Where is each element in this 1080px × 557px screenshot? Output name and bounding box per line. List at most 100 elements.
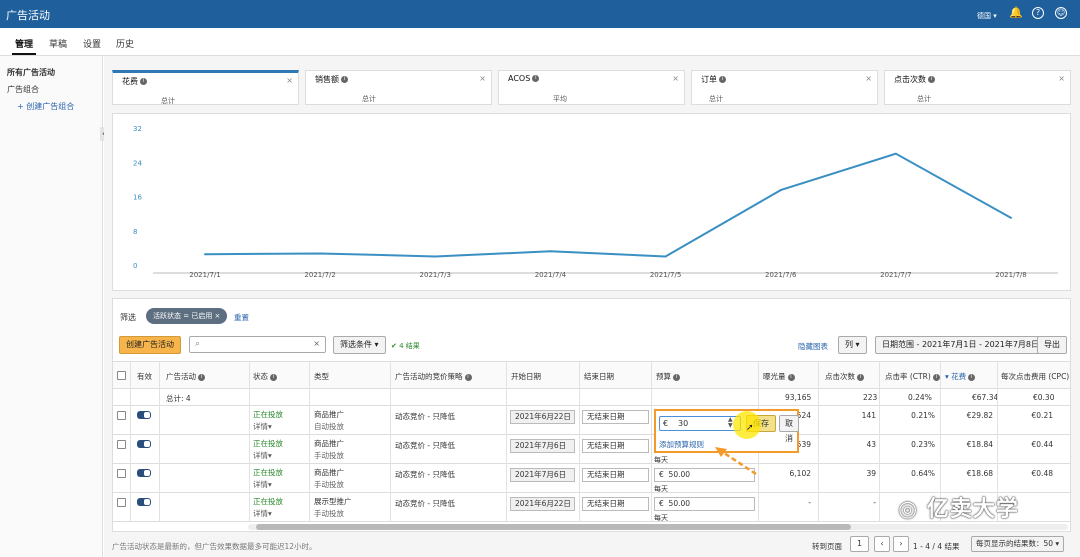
row-checkbox[interactable]	[117, 498, 126, 507]
cancel-button[interactable]: 取消	[779, 415, 799, 443]
reset-link[interactable]: 重置	[234, 313, 249, 322]
data-point[interactable]	[204, 253, 206, 256]
budget-input[interactable]: 30	[678, 419, 689, 428]
ctr: 0.64%	[911, 469, 935, 478]
close-icon[interactable]: ×	[479, 74, 486, 83]
sidebar-item-all[interactable]: 所有广告活动	[7, 68, 55, 77]
tab-history[interactable]: 历史	[116, 40, 135, 50]
close-icon[interactable]: ×	[286, 76, 293, 85]
col-start[interactable]: 开始日期	[511, 372, 541, 381]
data-point[interactable]	[319, 252, 322, 255]
budget-input[interactable]: € 50.00	[654, 468, 755, 482]
col-clicks[interactable]: 点击次数 i	[825, 371, 864, 382]
detail-dropdown[interactable]: 详情▾	[253, 451, 272, 460]
metric-card-clicks[interactable]: 点击次数 i × 总计	[884, 70, 1071, 105]
data-point[interactable]	[549, 250, 552, 253]
data-point[interactable]	[1010, 216, 1012, 219]
detail-dropdown[interactable]: 详情▾	[253, 422, 272, 431]
col-campaign[interactable]: 广告活动 i	[166, 371, 205, 382]
search-box[interactable]: ⌕ ×	[189, 336, 326, 353]
col-impressions[interactable]: 曝光量 i	[763, 371, 795, 382]
data-point[interactable]	[894, 152, 897, 155]
targeting-text: 手动投放	[314, 480, 344, 489]
filter-chip[interactable]: 活跃状态 = 已启用 ×	[146, 308, 228, 324]
start-date[interactable]: 2021年6月22日	[510, 497, 575, 511]
date-range-button[interactable]: 日期范围 - 2021年7月1日 - 2021年7月8日	[875, 336, 1047, 354]
budget-input[interactable]: € 50.00	[654, 497, 755, 511]
add-budget-rule-link[interactable]: 添加预算规则	[659, 440, 704, 449]
data-point[interactable]	[664, 255, 667, 258]
hide-chart-link[interactable]: 隐藏图表	[798, 342, 828, 351]
export-button[interactable]: 导出	[1037, 336, 1067, 354]
budget-input-box[interactable]: € 30 ▲ ▼	[659, 416, 741, 431]
tab-drafts[interactable]: 草稿	[49, 40, 68, 50]
close-icon[interactable]: ×	[1058, 74, 1065, 83]
prev-page-button[interactable]: ‹	[874, 536, 890, 552]
tab-settings[interactable]: 设置	[83, 40, 102, 50]
active-toggle[interactable]	[137, 440, 151, 448]
data-point[interactable]	[434, 255, 437, 258]
x-tick-label: 2021/7/7	[880, 271, 911, 279]
metric-card-orders[interactable]: 订单 i × 总计	[691, 70, 878, 105]
table-row[interactable]: 正在投放 详情▾ 商品推广 手动投放 动态竞价 - 只降低 2021年7月6日 无结束日期 €…	[113, 464, 1070, 493]
create-group-link[interactable]: + 创建广告组合	[17, 102, 75, 111]
per-page-select[interactable]: 每页显示的结果数：50 ▾	[971, 536, 1065, 552]
table-row[interactable]: 正在投放 详情▾ 展示型推广 手动投放 动态竞价 - 只降低 2021年6月22日 无结束日…	[113, 493, 1070, 522]
start-date[interactable]: 2021年7月6日	[510, 468, 575, 482]
end-date[interactable]: 无结束日期	[582, 468, 649, 482]
row-checkbox[interactable]	[117, 440, 126, 449]
metric-card-spend[interactable]: 花费 i × 总计	[112, 70, 299, 105]
metric-card-acos[interactable]: ACOS i × 平均	[498, 70, 685, 105]
scrollbar-thumb[interactable]	[256, 524, 851, 530]
end-date[interactable]: 无结束日期	[582, 410, 649, 424]
help-icon[interactable]: ?	[1032, 7, 1044, 19]
col-budget[interactable]: 预算 i	[656, 371, 680, 382]
col-cpc[interactable]: 每次点击费用 (CPC)	[1001, 372, 1070, 381]
top-bar: 广告活动 德国 ▾ 🔔 ? ☺	[0, 0, 1080, 28]
next-page-button[interactable]: ›	[893, 536, 909, 552]
tab-manage[interactable]: 管理	[11, 37, 37, 55]
detail-dropdown[interactable]: 详情▾	[253, 480, 272, 489]
filter-conditions-button[interactable]: 筛选条件 ▾	[333, 336, 386, 354]
col-spend[interactable]: ▾ 花费 i	[945, 371, 976, 382]
horizontal-scrollbar[interactable]	[248, 524, 1068, 530]
stepper-icon[interactable]: ▲ ▼	[728, 416, 733, 429]
user-icon[interactable]: ☺	[1055, 7, 1067, 19]
series-line	[204, 152, 1012, 258]
end-date[interactable]: 无结束日期	[582, 439, 649, 453]
start-date[interactable]: 2021年7月6日	[510, 439, 575, 453]
close-icon[interactable]: ×	[865, 74, 872, 83]
select-all-checkbox[interactable]	[117, 371, 126, 380]
col-ctr[interactable]: 点击率 (CTR) i	[885, 371, 940, 382]
table-row[interactable]: 正在投放 详情▾ 商品推广 自动投放 动态竞价 - 只降低 2021年6月22日 无结束日期…	[113, 406, 1070, 435]
table-row[interactable]: 正在投放 详情▾ 商品推广 手动投放 动态竞价 - 只降低 2021年7月6日 无结束日期每…	[113, 435, 1070, 464]
close-icon[interactable]: ×	[672, 74, 679, 83]
info-icon: i	[928, 76, 935, 83]
search-input[interactable]	[208, 338, 308, 351]
col-end[interactable]: 结束日期	[584, 372, 614, 381]
col-type[interactable]: 类型	[314, 372, 329, 381]
create-campaign-button[interactable]: 创建广告活动	[119, 336, 181, 354]
start-date[interactable]: 2021年6月22日	[510, 410, 575, 424]
page-input[interactable]: 1	[850, 536, 869, 552]
info-icon: i	[341, 76, 348, 83]
account-selector[interactable]: 德国 ▾	[977, 12, 997, 20]
clear-icon[interactable]: ×	[313, 339, 320, 348]
col-active[interactable]: 有效	[137, 372, 152, 381]
row-checkbox[interactable]	[117, 469, 126, 478]
metric-card-sales[interactable]: 销售额 i × 总计	[305, 70, 492, 105]
detail-dropdown[interactable]: 详情▾	[253, 509, 272, 518]
columns-button[interactable]: 列 ▾	[838, 336, 867, 354]
col-status[interactable]: 状态 i	[253, 371, 277, 382]
bell-icon[interactable]: 🔔	[1009, 6, 1023, 19]
row-checkbox[interactable]	[117, 411, 126, 420]
ctr: 0.21%	[911, 411, 935, 420]
active-toggle[interactable]	[137, 469, 151, 477]
data-point[interactable]	[779, 189, 782, 192]
active-toggle[interactable]	[137, 498, 151, 506]
col-strategy[interactable]: 广告活动的竞价策略 i	[395, 371, 472, 382]
sidebar-item-groups[interactable]: 广告组合	[7, 85, 39, 94]
active-toggle[interactable]	[137, 411, 151, 419]
currency-symbol: €	[663, 419, 669, 428]
end-date[interactable]: 无结束日期	[582, 497, 649, 511]
